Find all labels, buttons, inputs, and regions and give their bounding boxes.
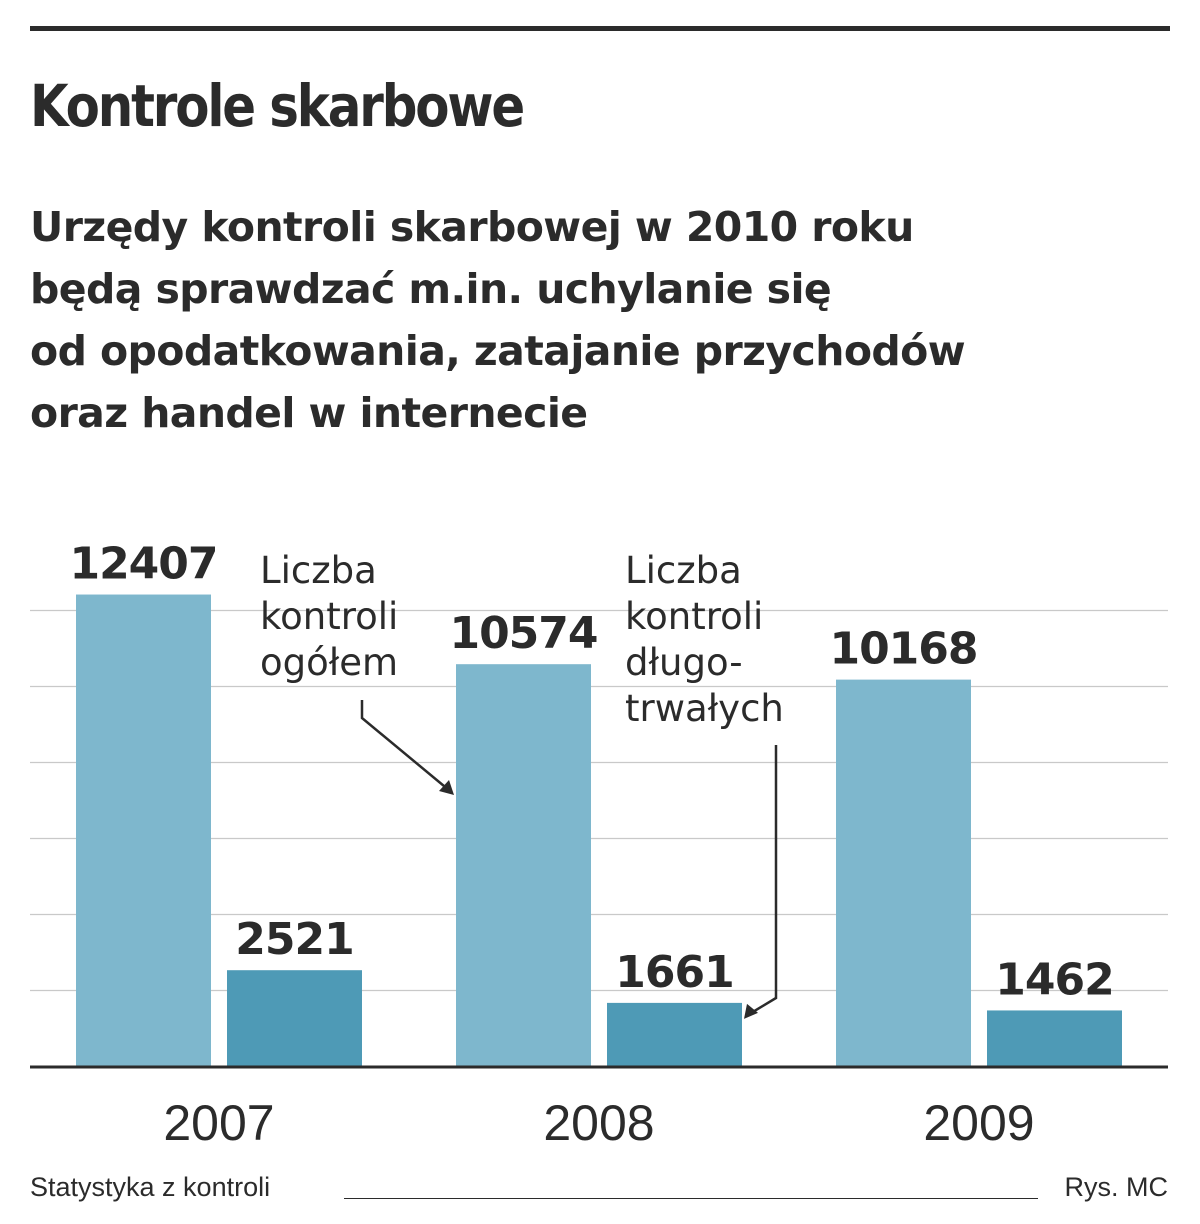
annotation-arrow: [747, 745, 778, 1016]
data-label: 1462: [995, 954, 1113, 1005]
credit-note: Rys. MC: [1064, 1172, 1169, 1202]
annotation-arrow: [360, 700, 451, 792]
bar-long-term-2009: [987, 1010, 1122, 1066]
data-label: 2521: [235, 914, 353, 965]
annotation-text: trwałych: [625, 687, 784, 730]
annotation-text: kontroli: [625, 595, 763, 638]
arrow-head: [439, 780, 454, 795]
annotation-text: Liczba: [260, 549, 377, 592]
footer-rule: [344, 1198, 1038, 1199]
annotation-text: ogółem: [260, 641, 398, 684]
bar-total-2007: [76, 594, 211, 1066]
bar-total-2008: [456, 664, 591, 1066]
chart-subtitle: Urzędy kontroli skarbowej w 2010 roku bę…: [30, 203, 966, 437]
source-note: Statystyka z kontroli: [30, 1172, 271, 1202]
x-tick-label: 2008: [543, 1095, 654, 1151]
x-tick-label: 2009: [923, 1095, 1034, 1151]
bar-total-2009: [836, 679, 971, 1066]
bar-long-term-2007: [227, 970, 362, 1066]
annotation-text: długo-: [625, 641, 743, 684]
arrow-head: [744, 1003, 758, 1019]
data-label: 1661: [615, 947, 733, 998]
chart-title: Kontrole skarbowe: [30, 72, 525, 140]
x-tick-label: 2007: [163, 1095, 274, 1151]
top-rule: [30, 26, 1170, 31]
data-label: 10574: [449, 608, 597, 659]
data-label: 10168: [829, 624, 977, 675]
annotation-text: kontroli: [260, 595, 398, 638]
data-label: 12407: [69, 539, 217, 590]
annotation-text: Liczba: [625, 549, 742, 592]
bar-long-term-2008: [607, 1002, 742, 1066]
